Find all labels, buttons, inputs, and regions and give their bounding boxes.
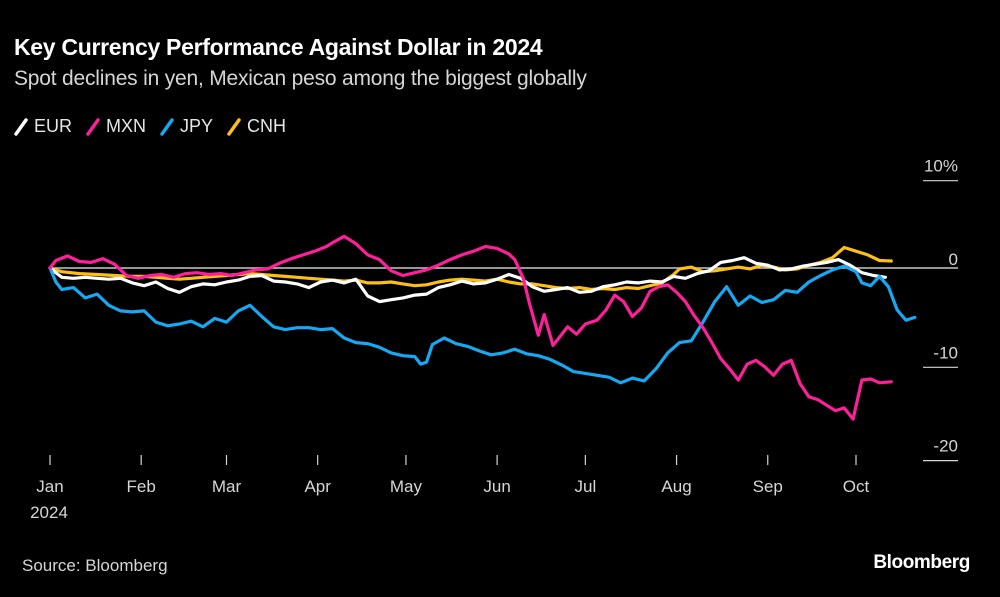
x-year-label: 2024 <box>30 503 68 522</box>
legend-swatch-mxn <box>86 117 100 136</box>
y-tick-label: 0 <box>949 250 958 269</box>
legend-swatch-jpy <box>160 117 174 136</box>
x-tick-label: Feb <box>127 477 156 496</box>
y-tick-label: 10% <box>924 157 958 176</box>
legend-swatch-line <box>86 117 100 136</box>
legend-label-cnh: CNH <box>247 116 287 136</box>
x-tick-label: Apr <box>304 477 331 496</box>
legend-item-eur: EUR <box>14 116 72 137</box>
legend-item-mxn: MXN <box>86 116 146 137</box>
legend-swatch-cnh <box>227 117 241 136</box>
chart-subtitle: Spot declines in yen, Mexican peso among… <box>14 67 587 90</box>
y-axis: 10% 0 -10 -20 <box>923 157 958 462</box>
chart-title: Key Currency Performance Against Dollar … <box>14 34 543 60</box>
x-axis: Jan Feb Mar Apr May Jun Jul Aug Sep Oct 2024 <box>30 455 869 522</box>
x-tick-label: Mar <box>212 477 242 496</box>
legend-label-mxn: MXN <box>106 116 147 136</box>
x-tick-label: May <box>390 477 423 496</box>
legend-item-cnh: CNH <box>227 116 286 137</box>
y-tick-label: -20 <box>933 437 958 456</box>
bloomberg-logo: Bloomberg <box>873 552 970 573</box>
series-line-jpy <box>48 264 917 385</box>
legend-swatch-line <box>227 117 241 136</box>
x-tick-label: Jul <box>575 477 597 496</box>
series-line-cnh <box>48 245 893 292</box>
series-line-mxn <box>48 234 893 421</box>
x-tick-label: Aug <box>661 477 691 496</box>
x-tick-label: Jun <box>483 477 510 496</box>
y-tick-label: -10 <box>933 343 958 362</box>
x-tick-label: Sep <box>753 477 783 496</box>
series-line-eur <box>48 256 887 304</box>
legend-item-jpy: JPY <box>160 116 213 137</box>
legend-label-jpy: JPY <box>180 116 214 136</box>
legend-swatch-eur <box>14 117 28 136</box>
legend-swatch-line <box>14 117 28 136</box>
legend: EUR MXN JPY CNH <box>14 116 300 137</box>
legend-label-eur: EUR <box>34 116 73 136</box>
x-tick-label: Jan <box>36 477 63 496</box>
legend-swatch-line <box>160 117 174 136</box>
series-group <box>48 234 917 421</box>
x-tick-label: Oct <box>843 477 870 496</box>
source-note: Source: Bloomberg <box>22 556 168 575</box>
